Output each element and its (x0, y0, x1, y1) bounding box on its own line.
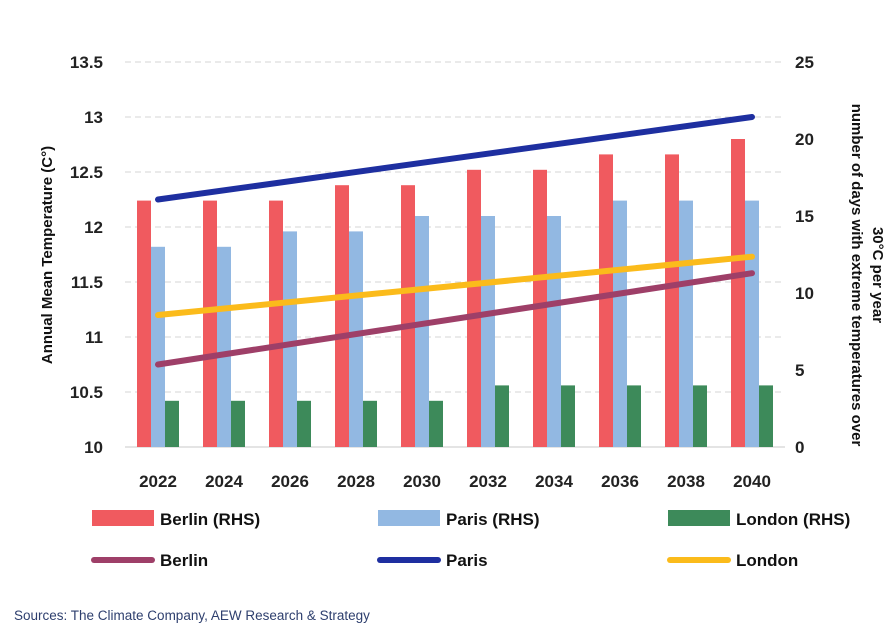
gridlines (125, 61, 785, 448)
trend-lines (155, 114, 755, 368)
line-london (155, 253, 755, 318)
x-tick-label: 2032 (469, 472, 507, 491)
bars (137, 139, 773, 448)
left-tick-label: 13.5 (70, 53, 103, 72)
legend-label: Berlin (RHS) (160, 510, 260, 529)
bar-berlin (335, 185, 349, 447)
x-tick-label: 2034 (535, 472, 573, 491)
x-tick-label: 2038 (667, 472, 705, 491)
legend-label: Paris (446, 551, 488, 570)
bar-berlin (401, 185, 415, 447)
bar-london (627, 385, 641, 447)
bar-london (363, 400, 377, 447)
x-tick-label: 2030 (403, 472, 441, 491)
bar-paris (481, 216, 495, 447)
left-tick-label: 11 (85, 328, 103, 347)
left-tick-label: 10.5 (70, 383, 103, 402)
legend-label: Paris (RHS) (446, 510, 540, 529)
source-note: Sources: The Climate Company, AEW Resear… (14, 608, 370, 623)
bar-paris (151, 246, 165, 447)
bar-london (693, 385, 707, 447)
bar-berlin (269, 200, 283, 447)
bar-paris (547, 216, 561, 447)
x-tick-label: 2024 (205, 472, 243, 491)
bar-london (165, 400, 179, 447)
left-tick-label: 12 (84, 218, 103, 237)
left-tick-label: 10 (84, 438, 103, 457)
bar-berlin (665, 154, 679, 447)
bar-paris (283, 231, 297, 447)
bar-paris (415, 216, 429, 447)
left-tick-label: 12.5 (70, 163, 103, 182)
left-axis-ticks: 10 10.5 11 11.5 12 12.5 13 13.5 (70, 53, 103, 457)
legend-swatch (92, 510, 154, 526)
bar-london (561, 385, 575, 447)
bar-paris (613, 200, 627, 447)
bar-paris (745, 200, 759, 447)
x-axis-ticks: 2022 2024 2026 2028 2030 2032 2034 2036 2038 2040 (139, 472, 771, 491)
right-axis-title-line1: number of days with extreme temperatures… (848, 104, 865, 447)
right-tick-label: 5 (795, 361, 804, 380)
bar-paris (679, 200, 693, 447)
bar-paris (217, 246, 231, 447)
bar-berlin (467, 169, 481, 448)
legend-label: London (736, 551, 798, 570)
bar-london (759, 385, 773, 447)
bar-london (495, 385, 509, 447)
left-tick-label: 13 (84, 108, 103, 127)
x-tick-label: 2028 (337, 472, 375, 491)
legend: Berlin (RHS) Paris (RHS) London (RHS) Berli… (91, 510, 850, 570)
line-paris (155, 114, 755, 203)
bar-berlin (599, 154, 613, 447)
bar-berlin (137, 200, 151, 447)
bar-london (297, 400, 311, 447)
right-tick-label: 25 (795, 53, 814, 72)
bar-london (429, 400, 443, 447)
bar-berlin (203, 200, 217, 447)
x-tick-label: 2040 (733, 472, 771, 491)
line-berlin (155, 270, 755, 368)
bar-london (231, 400, 245, 447)
legend-label: Berlin (160, 551, 208, 570)
right-axis-title-line2: 30°C per year (869, 227, 886, 323)
left-tick-label: 11.5 (71, 273, 103, 292)
x-tick-label: 2036 (601, 472, 639, 491)
bar-berlin (731, 139, 745, 447)
bar-paris (349, 231, 363, 447)
right-tick-label: 0 (795, 438, 804, 457)
x-tick-label: 2022 (139, 472, 177, 491)
right-tick-label: 10 (795, 284, 814, 303)
x-tick-label: 2026 (271, 472, 309, 491)
legend-swatch (378, 510, 440, 526)
right-axis-ticks: 0 5 10 15 20 25 (795, 53, 814, 457)
legend-label: London (RHS) (736, 510, 850, 529)
right-tick-label: 15 (795, 207, 814, 226)
right-tick-label: 20 (795, 130, 814, 149)
left-axis-title: Annual Mean Temperature (C°) (39, 146, 56, 364)
legend-swatch (668, 510, 730, 526)
